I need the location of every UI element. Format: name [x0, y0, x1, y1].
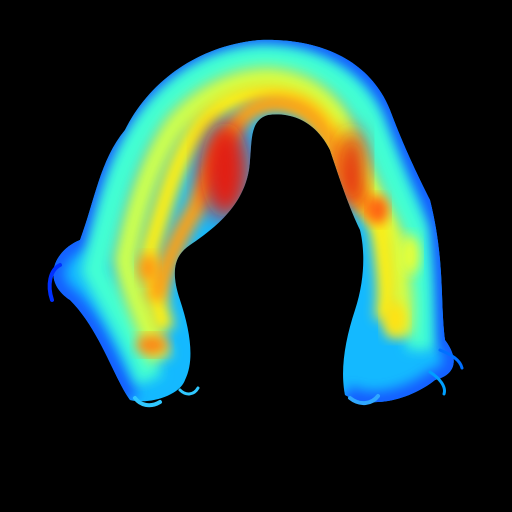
hair-tips: [47, 263, 464, 408]
